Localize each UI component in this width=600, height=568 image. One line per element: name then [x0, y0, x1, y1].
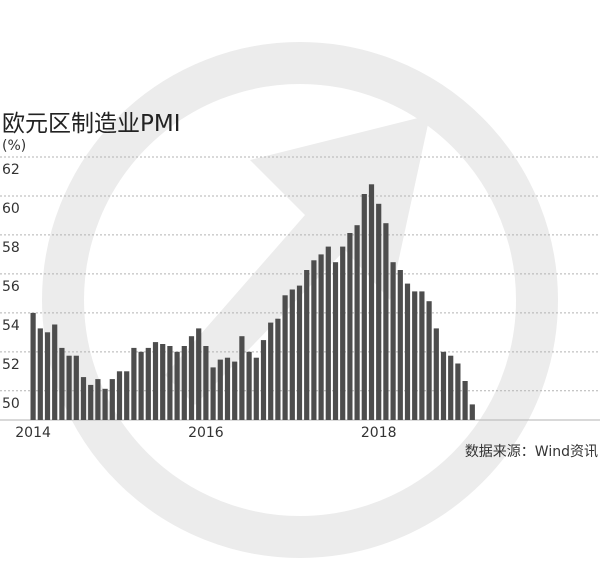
bar-2018-03: [390, 262, 396, 420]
bar-2014-06: [66, 355, 72, 420]
bar-2018-09: [433, 328, 439, 420]
bar-2014-10: [95, 379, 101, 420]
bar-2016-06: [239, 336, 245, 420]
bar-2019-02: [469, 404, 475, 420]
chart-title: 欧元区制造业PMI: [2, 111, 181, 137]
bar-2014-11: [102, 388, 108, 420]
bar-2017-10: [354, 225, 360, 420]
bar-2018-10: [440, 351, 447, 420]
bar-2017-11: [361, 194, 367, 420]
bar-2018-07: [419, 291, 425, 420]
bar-2014-07: [73, 355, 79, 420]
bar-2015-05: [145, 347, 151, 420]
bar-2015-09: [174, 351, 180, 420]
watermark-ring: [42, 42, 558, 558]
y-tick-label: 54: [2, 318, 20, 334]
data-source-note: 数据来源：Wind资讯: [465, 444, 598, 460]
bar-2014-01: [30, 312, 36, 420]
bar-2017-12: [368, 184, 375, 420]
bar-2017-01: [289, 289, 295, 420]
x-tick-labels: 2014 2016 2018: [15, 425, 396, 441]
bar-2017-05: [318, 254, 324, 420]
bar-2015-07: [160, 344, 166, 420]
bar-2015-08: [167, 346, 173, 420]
bar-2015-11: [188, 336, 195, 420]
circular-arrow-logo-watermark: [42, 42, 558, 558]
y-tick-label: 58: [2, 240, 20, 256]
x-tick-label-2018: 2018: [361, 425, 397, 441]
bar-2017-07: [332, 262, 339, 420]
bar-2014-12: [109, 379, 115, 420]
bar-2016-12: [282, 295, 288, 420]
bar-2015-03: [131, 347, 137, 420]
bar-2016-04: [224, 357, 231, 420]
bar-2018-01: [376, 203, 382, 420]
bar-2016-01: [203, 346, 209, 420]
bar-2018-12: [455, 363, 461, 420]
bar-2015-04: [138, 351, 144, 420]
y-tick-labels: 50 52 54 56 58 60 62: [2, 162, 20, 412]
bar-2014-02: [37, 328, 43, 420]
bar-2014-03: [44, 332, 51, 420]
bar-2016-05: [232, 361, 238, 420]
bar-2018-08: [426, 301, 432, 420]
bar-2017-02: [296, 285, 303, 420]
x-tick-label-2016: 2016: [188, 425, 224, 441]
bar-2017-08: [340, 246, 346, 420]
bar-2016-08: [253, 357, 259, 420]
bar-2016-09: [260, 340, 267, 420]
bar-2016-11: [275, 318, 281, 420]
bar-2017-06: [325, 246, 331, 420]
bar-2016-10: [268, 322, 274, 420]
y-tick-label: 60: [2, 201, 20, 217]
bar-2014-09: [88, 384, 94, 420]
bar-2017-04: [311, 260, 317, 420]
y-tick-label: 52: [2, 357, 20, 373]
bar-2018-11: [448, 355, 454, 420]
bar-2018-05: [404, 283, 411, 420]
x-tick-label-2014: 2014: [15, 425, 51, 441]
y-axis-unit-label: (%): [2, 138, 26, 154]
y-tick-label: 56: [2, 279, 20, 295]
bar-2018-02: [383, 223, 389, 420]
bar-2017-09: [347, 233, 353, 420]
bar-2015-06: [152, 342, 159, 420]
bar-2014-05: [59, 347, 65, 420]
bar-2015-10: [181, 346, 187, 420]
bar-2015-02: [124, 371, 130, 420]
bar-series: [30, 184, 475, 420]
bar-2018-06: [412, 291, 418, 420]
watermark-arrow: [165, 115, 430, 405]
bar-2014-08: [80, 377, 87, 420]
bar-2018-04: [397, 270, 403, 420]
bar-2015-12: [196, 328, 202, 420]
bar-2019-01: [462, 381, 468, 420]
bar-2016-03: [217, 359, 223, 420]
bar-2016-07: [246, 351, 252, 420]
y-tick-label: 50: [2, 396, 20, 412]
bar-2016-02: [210, 367, 216, 420]
bar-2015-01: [116, 371, 123, 420]
bar-2014-04: [52, 324, 58, 420]
bar-2017-03: [304, 270, 310, 420]
y-tick-label: 62: [2, 162, 20, 178]
